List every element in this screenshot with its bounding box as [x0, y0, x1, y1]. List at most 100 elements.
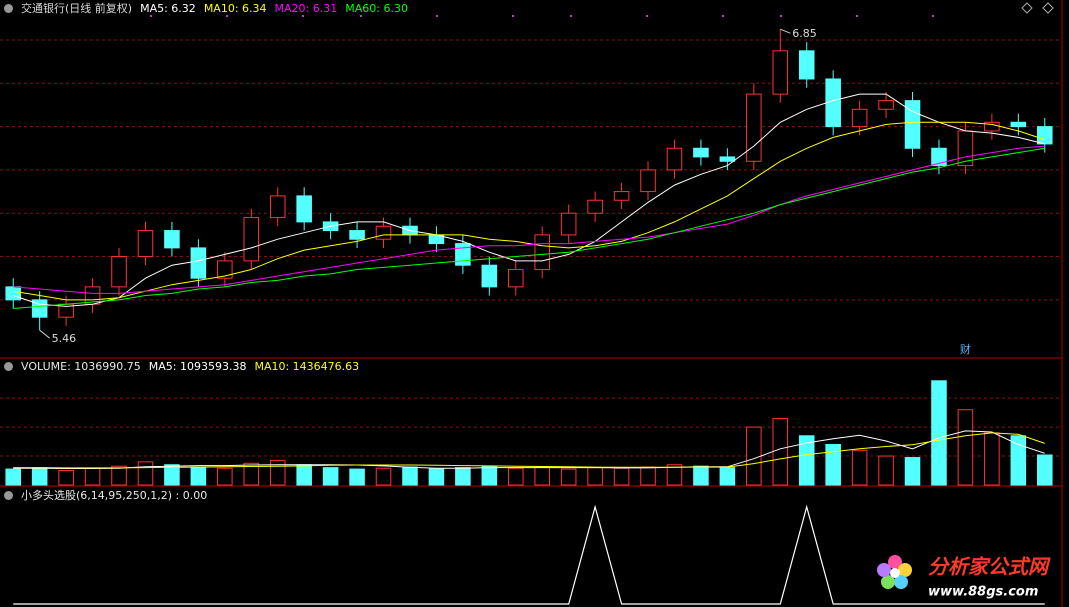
min-label: 5.46: [52, 332, 77, 345]
volume-bar: [1010, 435, 1027, 486]
legend-entry: MA5: 1093593.38: [148, 360, 247, 373]
volume-bar: [613, 467, 630, 486]
candle-body: [693, 147, 709, 158]
volume-bar: [243, 462, 260, 486]
candle-body: [481, 264, 498, 288]
candle-body: [269, 195, 286, 219]
ma-line: [13, 145, 1045, 294]
volume-bar: [508, 467, 524, 486]
candle-body: [560, 212, 577, 236]
panel-menu-icon[interactable]: [4, 490, 13, 500]
volume-bar: [217, 467, 233, 486]
volume-bar: [402, 466, 418, 486]
volume-bar: [322, 467, 339, 486]
volume-bar: [111, 465, 127, 486]
volume-bar: [693, 465, 709, 486]
ma-line: [13, 430, 1045, 469]
volume-bar: [455, 467, 471, 486]
volume-bar: [190, 466, 207, 486]
signal-dot: [436, 15, 438, 17]
indicator-line: [13, 504, 1045, 605]
panel-title: 小多头选股(6,14,95,250,1,2) : 0.00: [21, 489, 208, 502]
volume-bar: [137, 461, 154, 486]
window-icons: [1021, 2, 1054, 14]
candle-body: [613, 191, 630, 201]
panel-title: 交通银行(日线 前复权): [21, 2, 133, 15]
volume-bar: [428, 468, 445, 486]
candle-body: [534, 234, 550, 271]
ma-line: [13, 432, 1045, 469]
candle-body: [190, 247, 207, 279]
candle-body: [666, 147, 683, 171]
volume-bar: [798, 435, 815, 486]
signal-dot: [722, 15, 724, 17]
legend-entry: MA10: 1436476.63: [254, 360, 360, 373]
legend-entry: MA5: 6.32: [140, 1, 196, 15]
candle-body: [878, 100, 894, 110]
volume-bar: [58, 470, 74, 486]
signal-dot: [226, 15, 228, 17]
signal-dot: [302, 15, 304, 17]
legend-entry: MA60: 6.30: [345, 1, 408, 15]
candle-body: [772, 50, 789, 95]
candle-body: [296, 195, 312, 223]
volume-bar: [5, 468, 21, 486]
volume-bar: [560, 468, 577, 486]
volume-bar: [534, 466, 550, 486]
candle-body: [164, 230, 180, 249]
candle-body: [111, 256, 127, 288]
volume-bar: [825, 443, 841, 486]
logo: [877, 555, 912, 589]
max-pointer: [780, 28, 791, 34]
volume-bar: [984, 432, 1000, 486]
legend-entry: MA20: 6.31: [274, 1, 338, 15]
volume-bar: [772, 417, 789, 486]
volume-bar: [640, 466, 656, 486]
watermark-url: www.88gs.com: [928, 585, 1038, 600]
volume-header: VOLUME: 1036990.75 MA5: 1093593.38 MA10: 1…: [4, 360, 359, 373]
signal-dot: [780, 15, 782, 17]
signal-dot: [646, 15, 648, 17]
candle-body: [719, 156, 736, 162]
event-marker: 财: [960, 342, 971, 356]
volume-bar: [851, 449, 868, 486]
volume-bar: [31, 467, 48, 486]
volume-bar: [587, 467, 603, 486]
candle-body: [243, 217, 260, 262]
candle-body: [931, 147, 947, 167]
signal-dot: [360, 15, 362, 17]
indicator-header: 小多头选股(6,14,95,250,1,2) : 0.00: [4, 487, 207, 503]
candle-body: [798, 50, 815, 80]
panel-title: VOLUME: 1036990.75: [21, 360, 141, 373]
candle-body: [640, 169, 656, 193]
candle-body: [587, 199, 603, 214]
volume-bar: [1037, 454, 1053, 486]
candle-body: [5, 286, 21, 301]
legend-entry: MA10: 6.34: [203, 1, 267, 15]
volume-bar: [878, 455, 894, 486]
volume-bar: [349, 468, 365, 486]
ma-line: [13, 93, 1045, 307]
volume-bar: [931, 380, 947, 486]
candle-body: [746, 93, 762, 162]
candle-body: [508, 269, 524, 288]
ma-line: [13, 147, 1045, 309]
price-header: 交通银行(日线 前复权) MA5: 6.32 MA10: 6.34 MA20: 6.3…: [4, 0, 408, 16]
signal-dot: [512, 15, 514, 17]
candle-body: [1037, 126, 1053, 145]
volume-bar: [481, 465, 498, 486]
volume-bar: [84, 467, 101, 486]
volume-bar: [375, 467, 392, 486]
candle-body: [349, 230, 365, 240]
volume-bar: [957, 409, 974, 486]
candle-body: [851, 108, 868, 128]
volume-bar: [904, 457, 921, 486]
panel-menu-icon[interactable]: [4, 362, 13, 371]
volume-bar: [719, 467, 736, 486]
volume-bar: [269, 459, 286, 486]
watermark-title: 分析家公式网: [928, 555, 1051, 579]
candle-body: [217, 260, 233, 279]
volume-bar: [746, 426, 762, 486]
panel-menu-icon[interactable]: [4, 3, 13, 13]
